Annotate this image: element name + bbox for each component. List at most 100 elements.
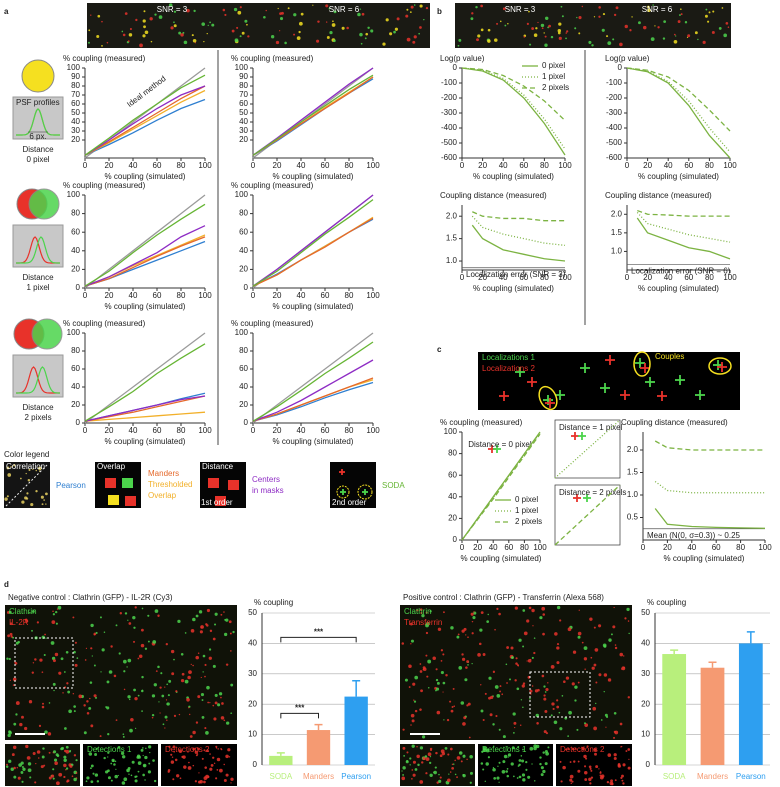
spot [133,688,136,692]
spot [439,776,442,779]
line-series [554,419,621,479]
spot [63,758,67,763]
spot [436,710,441,715]
spot [215,777,218,780]
bar [269,755,293,765]
spot [239,35,242,38]
spot [138,654,143,659]
spot [577,769,581,773]
x-axis-label: % coupling (simulated) [273,437,354,446]
x-axis-label: % coupling (simulated) [273,172,354,181]
spot [478,642,482,646]
spot [99,735,102,738]
line-series [252,194,374,287]
spot [6,495,9,498]
spot [143,764,146,767]
y-tick-label: 60 [71,227,80,236]
spot [112,759,115,763]
spot [405,760,409,764]
y-axis-label: Coupling distance (measured) [605,191,712,200]
spot [121,30,124,33]
spot [25,472,27,475]
spot [166,683,169,686]
bar [662,654,687,765]
spot [212,756,215,759]
spot [543,697,547,701]
spot [206,624,209,627]
spot [207,24,209,27]
spot [621,774,624,778]
spot [529,658,532,661]
spot [531,27,535,30]
spot [201,716,205,719]
spot [158,701,160,703]
spot [15,701,20,705]
spot [627,620,630,622]
spot [569,761,572,763]
spot [177,619,181,624]
spot [515,662,518,665]
significance: *** [295,703,305,712]
spot [498,761,501,764]
couple [708,357,732,375]
spot [7,733,11,738]
spot [215,745,218,748]
spot [296,36,301,40]
x-tick-label: 20 [663,543,672,552]
spot [429,610,432,613]
spot [128,698,131,701]
spot [469,781,472,784]
y-tick-label: 60 [71,364,80,373]
spot [492,723,495,726]
spot [590,769,593,772]
spot [26,492,29,495]
spot [600,719,603,721]
spot [25,744,29,749]
spot [55,610,58,614]
spot [513,732,515,734]
spot [408,664,412,669]
spot [510,646,514,650]
spot [419,746,424,750]
spot [584,723,589,727]
spot [416,745,418,748]
spot [473,611,475,613]
spot [461,629,465,633]
spot [147,614,150,617]
y-tick-label: 40 [71,246,80,255]
spot [543,730,547,734]
row-label: Distance [22,403,54,412]
line-series [84,395,206,422]
image-label: Localizations 2 [482,364,535,373]
y-tick-label: -500 [606,138,623,147]
spot [449,771,452,773]
y-axis-label: % coupling (measured) [63,319,146,328]
y-axis-label: % coupling (measured) [231,54,314,63]
spot [486,620,490,623]
spot [498,612,501,616]
spot [458,38,462,42]
x-tick-label: 0 [460,161,465,170]
line-series [637,209,730,217]
spot [244,19,248,23]
spot [186,697,190,702]
x-tick-label: 80 [177,291,186,300]
spot [88,29,91,32]
spot [405,14,409,18]
spot [680,13,683,16]
spot [419,670,423,673]
y-tick-label: 30 [71,126,80,135]
spot [178,713,181,716]
spot [73,650,76,654]
spot [576,728,579,731]
spot [579,750,581,752]
spot [86,700,89,703]
spot [525,761,528,764]
spot [506,646,510,649]
spot [623,655,625,657]
spot [195,614,199,618]
spot [213,717,217,721]
spot [329,31,333,35]
spot [317,20,320,23]
y-tick-label: 80 [448,449,457,458]
